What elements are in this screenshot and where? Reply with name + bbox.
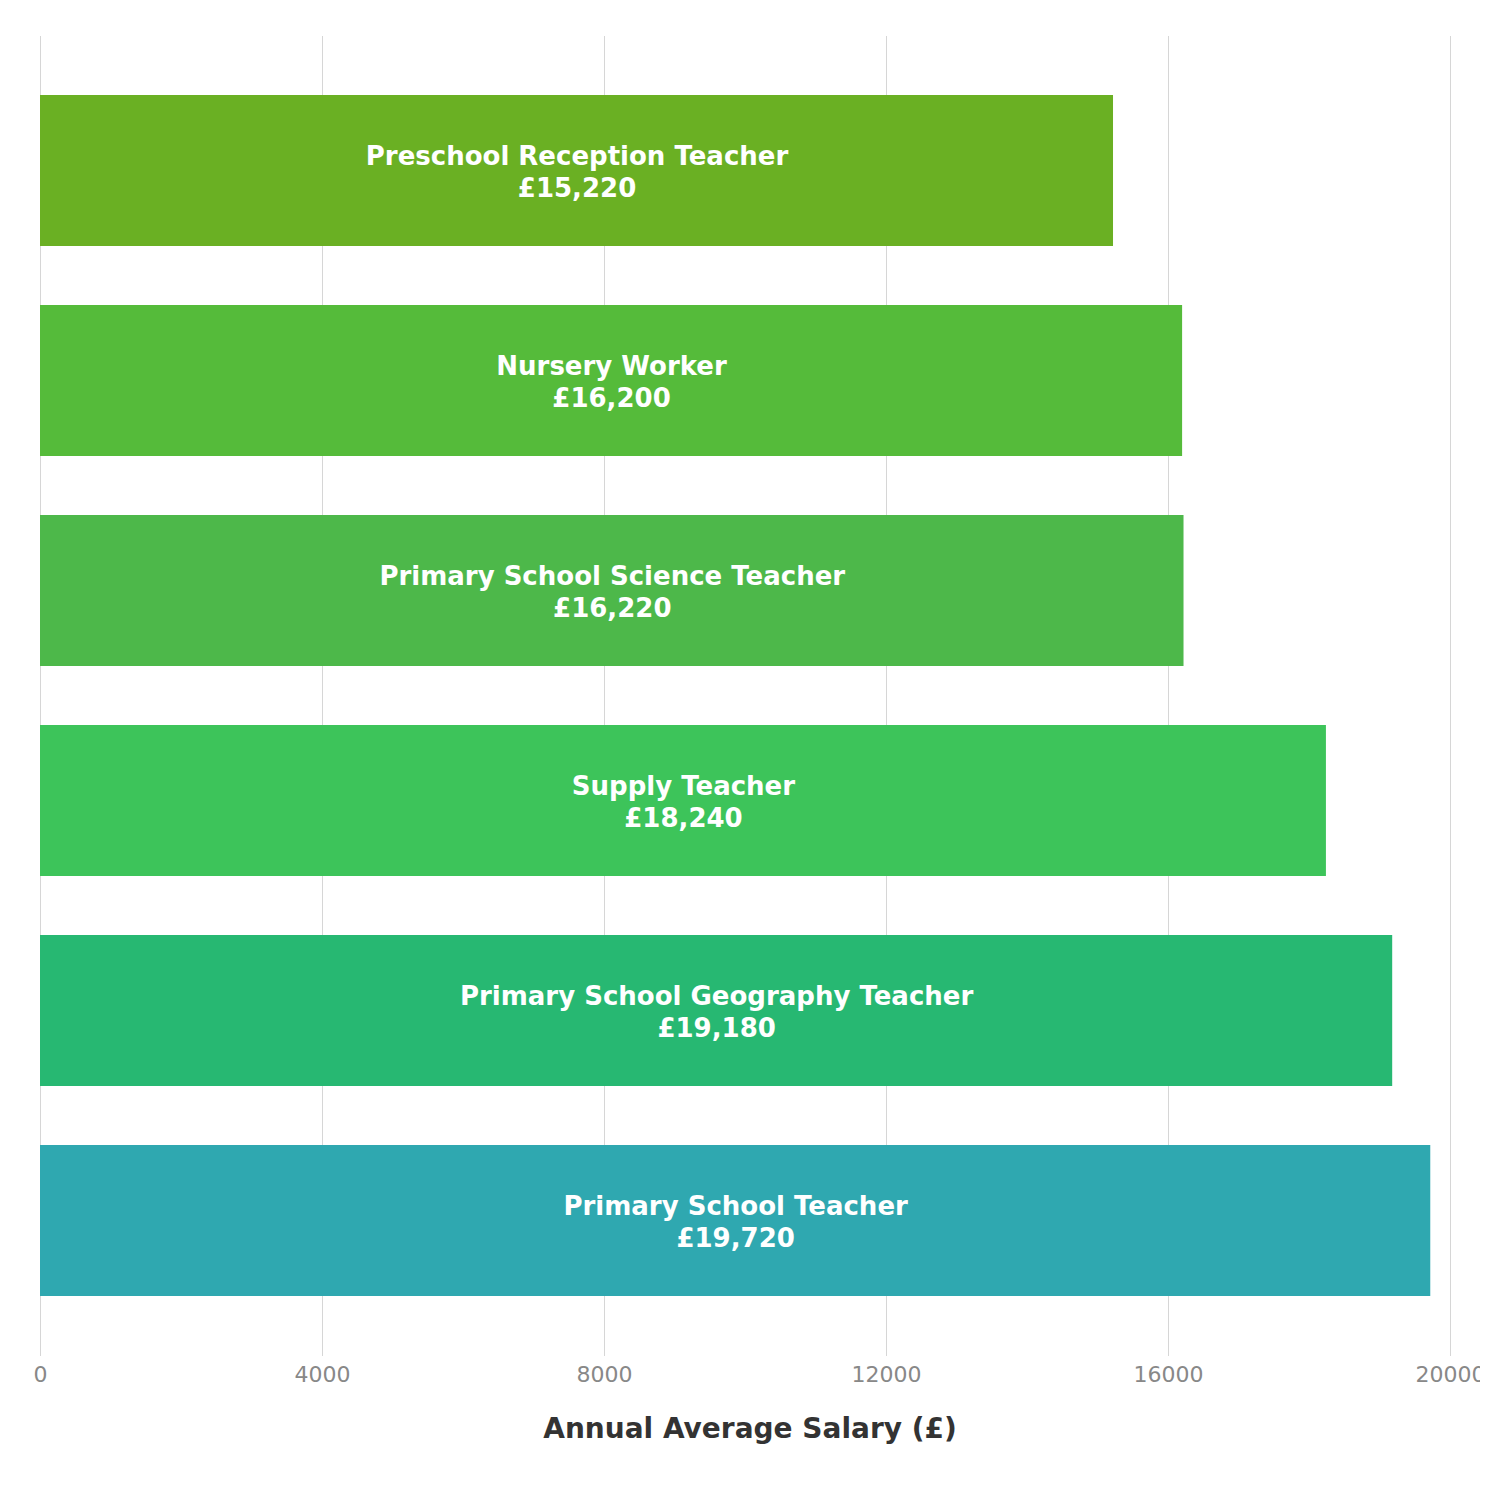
svg-text:16000: 16000 [1134, 1362, 1204, 1387]
svg-text:Preschool Reception Teacher£15: Preschool Reception Teacher£15,220 [366, 141, 789, 202]
html-text:Annual Average Salary (£): Annual Average Salary (£) [543, 1412, 957, 1445]
svg-text:4000: 4000 [295, 1362, 351, 1387]
svg-text:Supply Teacher£18,240: Supply Teacher£18,240 [572, 771, 795, 832]
svg-text:20000: 20000 [1416, 1362, 1481, 1387]
svg-text:Primary School Teacher£19,720: Primary School Teacher£19,720 [563, 1191, 908, 1252]
svg-text:Primary School Geography Teach: Primary School Geography Teacher£19,180 [460, 981, 974, 1042]
svg-text:8000: 8000 [577, 1362, 633, 1387]
svg-text:Nursery Worker£16,200: Nursery Worker£16,200 [496, 351, 727, 412]
svg-text:0: 0 [34, 1362, 48, 1387]
svg-text:12000: 12000 [852, 1362, 922, 1387]
svg-text:Primary School Science Teacher: Primary School Science Teacher£16,220 [379, 561, 845, 622]
